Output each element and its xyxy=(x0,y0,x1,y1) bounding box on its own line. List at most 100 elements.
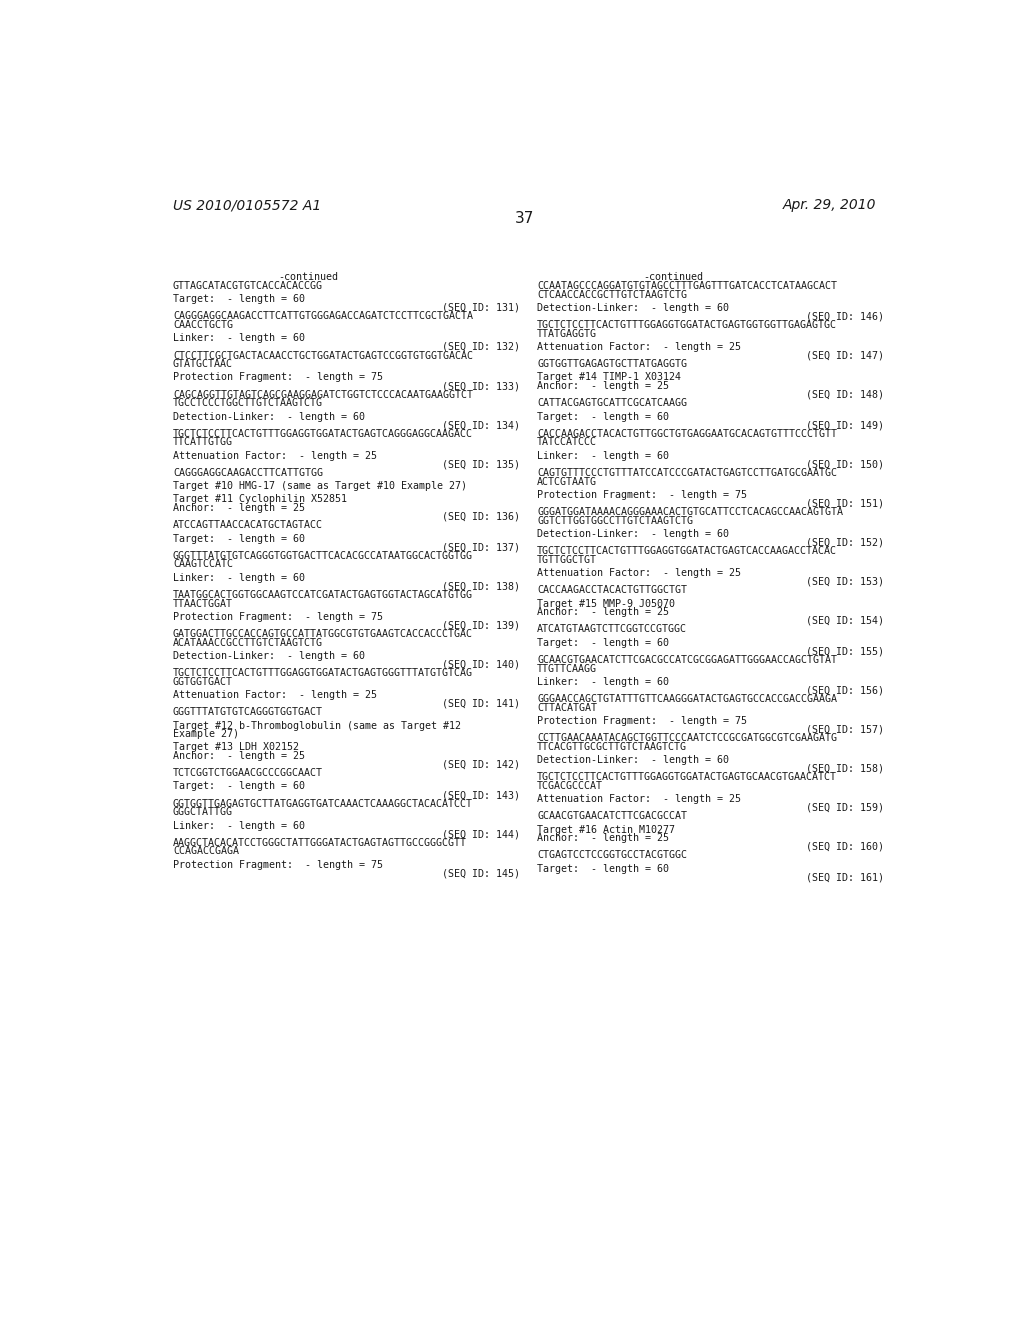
Text: TGCTCTCCTTCACTGTTTGGAGGTGGATACTGAGTCACCAAGACCTACAC: TGCTCTCCTTCACTGTTTGGAGGTGGATACTGAGTCACCA… xyxy=(538,546,838,556)
Text: GGTGGTTGAGAGTGCTTATGAGGTGATCAAACTCAAAGGCTACACATCCT: GGTGGTTGAGAGTGCTTATGAGGTGATCAAACTCAAAGGC… xyxy=(173,799,473,809)
Text: Target #11 Cyclophilin X52851: Target #11 Cyclophilin X52851 xyxy=(173,495,347,504)
Text: ACATAAACCGCCTTGTCTAAGTCTG: ACATAAACCGCCTTGTCTAAGTCTG xyxy=(173,638,323,648)
Text: (SEQ ID: 160): (SEQ ID: 160) xyxy=(807,842,885,851)
Text: GGTGGTGACT: GGTGGTGACT xyxy=(173,677,232,686)
Text: TGTTGGCTGT: TGTTGGCTGT xyxy=(538,554,597,565)
Text: GCAACGTGAACATCTTCGACGCCAT: GCAACGTGAACATCTTCGACGCCAT xyxy=(538,812,687,821)
Text: (SEQ ID: 157): (SEQ ID: 157) xyxy=(807,725,885,734)
Text: (SEQ ID: 136): (SEQ ID: 136) xyxy=(442,512,520,521)
Text: Attenuation Factor:  - length = 25: Attenuation Factor: - length = 25 xyxy=(538,568,741,578)
Text: (SEQ ID: 155): (SEQ ID: 155) xyxy=(807,647,885,656)
Text: CATTACGAGTGCATTCGCATCAAGG: CATTACGAGTGCATTCGCATCAAGG xyxy=(538,399,687,408)
Text: Attenuation Factor:  - length = 25: Attenuation Factor: - length = 25 xyxy=(538,342,741,352)
Text: CACCAAGACCTACACTGTTGGCTGTGAGGAATGCACAGTGTTTCCCTGTT: CACCAAGACCTACACTGTTGGCTGTGAGGAATGCACAGTG… xyxy=(538,429,838,438)
Text: (SEQ ID: 149): (SEQ ID: 149) xyxy=(807,420,885,430)
Text: CAGGGAGGCAAGACCTTCATTGTGG: CAGGGAGGCAAGACCTTCATTGTGG xyxy=(173,469,323,478)
Text: CTCCTTCGCTGACTACAACCTGCTGGATACTGAGTCCGGTGTGGTGACAC: CTCCTTCGCTGACTACAACCTGCTGGATACTGAGTCCGGT… xyxy=(173,351,473,360)
Text: CCTTGAACAAATACAGCTGGTTCCCAATCTCCGCGATGGCGTCGAAGATG: CCTTGAACAAATACAGCTGGTTCCCAATCTCCGCGATGGC… xyxy=(538,733,838,743)
Text: TGCTCTCCTTCACTGTTTGGAGGTGGATACTGAGTCAGGGAGGCAAGACC: TGCTCTCCTTCACTGTTTGGAGGTGGATACTGAGTCAGGG… xyxy=(173,429,473,438)
Text: (SEQ ID: 143): (SEQ ID: 143) xyxy=(442,791,520,800)
Text: CAACCTGCTG: CAACCTGCTG xyxy=(173,321,232,330)
Text: ATCCAGTTAACCACATGCTAGTACC: ATCCAGTTAACCACATGCTAGTACC xyxy=(173,520,323,531)
Text: (SEQ ID: 154): (SEQ ID: 154) xyxy=(807,616,885,626)
Text: (SEQ ID: 159): (SEQ ID: 159) xyxy=(807,803,885,813)
Text: Protection Fragment:  - length = 75: Protection Fragment: - length = 75 xyxy=(538,715,748,726)
Text: GGGAACCAGCTGTATTTGTTCAAGGGATACTGAGTGCCACCGACCGAAGA: GGGAACCAGCTGTATTTGTTCAAGGGATACTGAGTGCCAC… xyxy=(538,694,838,704)
Text: GGGTTTATGTGTCAGGGTGGTGACTTCACACGCCATAATGGCACTGGTGG: GGGTTTATGTGTCAGGGTGGTGACTTCACACGCCATAATG… xyxy=(173,550,473,561)
Text: (SEQ ID: 161): (SEQ ID: 161) xyxy=(807,873,885,882)
Text: (SEQ ID: 132): (SEQ ID: 132) xyxy=(442,342,520,352)
Text: Target:  - length = 60: Target: - length = 60 xyxy=(538,412,670,421)
Text: Protection Fragment:  - length = 75: Protection Fragment: - length = 75 xyxy=(173,611,383,622)
Text: TTGTTCAAGG: TTGTTCAAGG xyxy=(538,664,597,673)
Text: (SEQ ID: 153): (SEQ ID: 153) xyxy=(807,577,885,586)
Text: TATCCATCCC: TATCCATCCC xyxy=(538,437,597,447)
Text: AAGGCTACACATCCTGGGCTATTGGGATACTGAGTAGTTGCCGGGCGTT: AAGGCTACACATCCTGGGCTATTGGGATACTGAGTAGTTG… xyxy=(173,838,467,847)
Text: Target:  - length = 60: Target: - length = 60 xyxy=(173,294,305,304)
Text: Target #12 b-Thromboglobulin (same as Target #12: Target #12 b-Thromboglobulin (same as Ta… xyxy=(173,721,461,730)
Text: Target #16 Actin M10277: Target #16 Actin M10277 xyxy=(538,825,675,834)
Text: (SEQ ID: 152): (SEQ ID: 152) xyxy=(807,537,885,548)
Text: (SEQ ID: 150): (SEQ ID: 150) xyxy=(807,459,885,470)
Text: ACTCGTAATG: ACTCGTAATG xyxy=(538,477,597,487)
Text: Target #14 TIMP-1 X03124: Target #14 TIMP-1 X03124 xyxy=(538,372,681,383)
Text: TCTCGGTCTGGAACGCCCGGCAACT: TCTCGGTCTGGAACGCCCGGCAACT xyxy=(173,768,323,779)
Text: TTAACTGGAT: TTAACTGGAT xyxy=(173,598,232,609)
Text: Anchor:  - length = 25: Anchor: - length = 25 xyxy=(538,833,670,843)
Text: (SEQ ID: 145): (SEQ ID: 145) xyxy=(442,869,520,878)
Text: Attenuation Factor:  - length = 25: Attenuation Factor: - length = 25 xyxy=(173,690,377,700)
Text: Protection Fragment:  - length = 75: Protection Fragment: - length = 75 xyxy=(173,859,383,870)
Text: GTATGCTAAC: GTATGCTAAC xyxy=(173,359,232,370)
Text: TCGACGCCCAT: TCGACGCCCAT xyxy=(538,781,603,791)
Text: CACCAAGACCTACACTGTTGGCTGT: CACCAAGACCTACACTGTTGGCTGT xyxy=(538,585,687,595)
Text: Detection-Linker:  - length = 60: Detection-Linker: - length = 60 xyxy=(538,755,729,766)
Text: (SEQ ID: 135): (SEQ ID: 135) xyxy=(442,459,520,470)
Text: Linker:  - length = 60: Linker: - length = 60 xyxy=(173,821,305,830)
Text: Target:  - length = 60: Target: - length = 60 xyxy=(173,533,305,544)
Text: TTCATTGTGG: TTCATTGTGG xyxy=(173,437,232,447)
Text: CAGTGTTTCCCTGTTTATCCATCCCGATACTGAGTCCTTGATGCGAATGC: CAGTGTTTCCCTGTTTATCCATCCCGATACTGAGTCCTTG… xyxy=(538,469,838,478)
Text: TGCCTCCCTGGCTTGTCTAAGTCTG: TGCCTCCCTGGCTTGTCTAAGTCTG xyxy=(173,399,323,408)
Text: (SEQ ID: 156): (SEQ ID: 156) xyxy=(807,685,885,696)
Text: Target #15 MMP-9 J05070: Target #15 MMP-9 J05070 xyxy=(538,598,675,609)
Text: Linker:  - length = 60: Linker: - length = 60 xyxy=(538,677,670,686)
Text: (SEQ ID: 133): (SEQ ID: 133) xyxy=(442,381,520,391)
Text: Attenuation Factor:  - length = 25: Attenuation Factor: - length = 25 xyxy=(538,795,741,804)
Text: Target:  - length = 60: Target: - length = 60 xyxy=(538,638,670,648)
Text: TGCTCTCCTTCACTGTTTGGAGGTGGATACTGAGTGGTGGTTGAGAGTGC: TGCTCTCCTTCACTGTTTGGAGGTGGATACTGAGTGGTGG… xyxy=(538,321,838,330)
Text: GGGCTATTGG: GGGCTATTGG xyxy=(173,808,232,817)
Text: (SEQ ID: 131): (SEQ ID: 131) xyxy=(442,302,520,313)
Text: CCAGACCGAGA: CCAGACCGAGA xyxy=(173,846,239,857)
Text: Apr. 29, 2010: Apr. 29, 2010 xyxy=(783,198,877,213)
Text: Target #10 HMG-17 (same as Target #10 Example 27): Target #10 HMG-17 (same as Target #10 Ex… xyxy=(173,482,467,491)
Text: (SEQ ID: 151): (SEQ ID: 151) xyxy=(807,499,885,508)
Text: GGTGGTTGAGAGTGCTTATGAGGTG: GGTGGTTGAGAGTGCTTATGAGGTG xyxy=(538,359,687,370)
Text: CCAATAGCCCAGGATGTGTAGCCTTTGAGTTTGATCACCTCATAAGCACT: CCAATAGCCCAGGATGTGTAGCCTTTGAGTTTGATCACCT… xyxy=(538,281,838,290)
Text: (SEQ ID: 142): (SEQ ID: 142) xyxy=(442,759,520,770)
Text: TGCTCTCCTTCACTGTTTGGAGGTGGATACTGAGTGCAACGTGAACATCT: TGCTCTCCTTCACTGTTTGGAGGTGGATACTGAGTGCAAC… xyxy=(538,772,838,783)
Text: Linker:  - length = 60: Linker: - length = 60 xyxy=(538,450,670,461)
Text: Detection-Linker:  - length = 60: Detection-Linker: - length = 60 xyxy=(538,302,729,313)
Text: (SEQ ID: 147): (SEQ ID: 147) xyxy=(807,351,885,360)
Text: (SEQ ID: 140): (SEQ ID: 140) xyxy=(442,660,520,669)
Text: Target:  - length = 60: Target: - length = 60 xyxy=(538,863,670,874)
Text: Attenuation Factor:  - length = 25: Attenuation Factor: - length = 25 xyxy=(173,450,377,461)
Text: Detection-Linker:  - length = 60: Detection-Linker: - length = 60 xyxy=(173,651,365,661)
Text: (SEQ ID: 141): (SEQ ID: 141) xyxy=(442,698,520,709)
Text: (SEQ ID: 139): (SEQ ID: 139) xyxy=(442,620,520,631)
Text: Target #13 LDH X02152: Target #13 LDH X02152 xyxy=(173,742,299,752)
Text: GTTAGCATACGTGTCACCACACCGG: GTTAGCATACGTGTCACCACACCGG xyxy=(173,281,323,290)
Text: Anchor:  - length = 25: Anchor: - length = 25 xyxy=(538,607,670,618)
Text: Protection Fragment:  - length = 75: Protection Fragment: - length = 75 xyxy=(173,372,383,383)
Text: TAATGGCACTGGTGGCAAGTCCATCGATACTGAGTGGTACTAGCATGTGG: TAATGGCACTGGTGGCAAGTCCATCGATACTGAGTGGTAC… xyxy=(173,590,473,599)
Text: (SEQ ID: 134): (SEQ ID: 134) xyxy=(442,420,520,430)
Text: TTATGAGGTG: TTATGAGGTG xyxy=(538,329,597,339)
Text: (SEQ ID: 137): (SEQ ID: 137) xyxy=(442,543,520,552)
Text: GGGTTTATGTGTCAGGGTGGTGACT: GGGTTTATGTGTCAGGGTGGTGACT xyxy=(173,708,323,717)
Text: -continued: -continued xyxy=(643,272,702,282)
Text: (SEQ ID: 158): (SEQ ID: 158) xyxy=(807,764,885,774)
Text: GCAACGTGAACATCTTCGACGCCATCGCGGAGATTGGGAACCAGCTGTAT: GCAACGTGAACATCTTCGACGCCATCGCGGAGATTGGGAA… xyxy=(538,655,838,665)
Text: Linker:  - length = 60: Linker: - length = 60 xyxy=(173,573,305,582)
Text: (SEQ ID: 146): (SEQ ID: 146) xyxy=(807,312,885,322)
Text: CAAGTCCATC: CAAGTCCATC xyxy=(173,560,232,569)
